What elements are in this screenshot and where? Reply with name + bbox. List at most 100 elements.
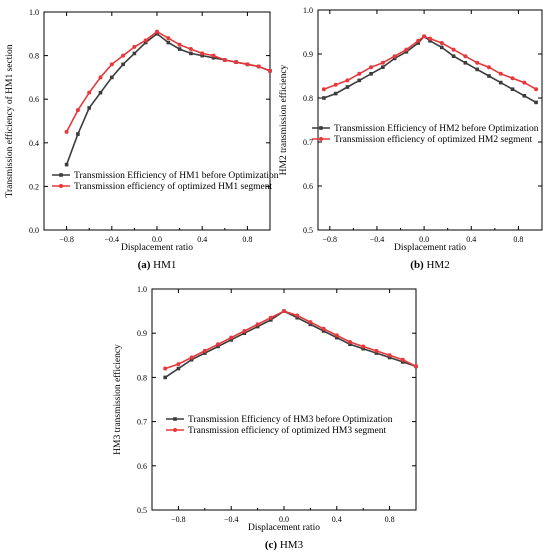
data-point bbox=[64, 129, 69, 134]
y-tick-label: 0.8 bbox=[303, 94, 313, 103]
data-point bbox=[510, 87, 515, 91]
data-point bbox=[121, 53, 126, 58]
data-point bbox=[475, 67, 479, 72]
legend-marker bbox=[319, 137, 323, 141]
x-tick-label: −0.8 bbox=[171, 515, 186, 524]
data-point bbox=[229, 335, 234, 340]
x-tick-label: −0.8 bbox=[323, 235, 338, 244]
legend-marker bbox=[59, 173, 63, 177]
y-tick-label: 0.9 bbox=[137, 329, 147, 338]
data-point bbox=[166, 36, 171, 41]
y-tick-label: 0.8 bbox=[137, 373, 147, 382]
data-point bbox=[98, 75, 103, 80]
caption-text: HM1 bbox=[150, 259, 176, 271]
x-tick-label: 0.4 bbox=[332, 515, 342, 524]
data-point bbox=[200, 51, 205, 56]
data-point bbox=[335, 335, 339, 340]
data-point bbox=[189, 51, 193, 56]
chart-b: −0.8 −0.4 0.0 0.4 0.8 0.5 0.6 0.7 0.8 0.9 1.0 Displ… bbox=[278, 6, 543, 271]
data-point bbox=[414, 364, 418, 369]
data-point bbox=[110, 75, 114, 80]
data-point bbox=[451, 54, 456, 58]
data-point bbox=[282, 309, 286, 314]
data-point bbox=[211, 55, 216, 60]
caption-text: HM2 bbox=[424, 259, 450, 271]
series-line bbox=[164, 310, 417, 379]
caption-text: HM3 bbox=[277, 539, 303, 551]
legend-label: Transmission Efficiency of HM1 before Op… bbox=[74, 170, 279, 181]
data-point bbox=[463, 61, 468, 65]
y-tick-label: 0.9 bbox=[303, 50, 313, 59]
data-point bbox=[357, 71, 362, 76]
data-point bbox=[522, 80, 527, 85]
data-point bbox=[387, 353, 392, 358]
data-point bbox=[374, 351, 379, 355]
x-axis-label: Displacement ratio bbox=[394, 243, 466, 253]
data-point bbox=[245, 62, 250, 67]
legend-marker bbox=[319, 126, 323, 130]
data-point bbox=[76, 132, 80, 136]
data-point bbox=[439, 41, 444, 45]
data-point bbox=[374, 348, 379, 353]
data-point bbox=[109, 62, 114, 67]
series-line bbox=[323, 35, 537, 90]
data-point bbox=[498, 71, 503, 76]
data-point bbox=[357, 78, 362, 83]
data-point bbox=[163, 375, 167, 380]
y-tick-label: 1.0 bbox=[303, 6, 313, 15]
y-axis-label: Transmission efficiency of HM1 section bbox=[4, 44, 15, 197]
legend: Transmission Efficiency of HM1 before Op… bbox=[52, 170, 279, 192]
legend-label: Transmission Efficiency of HM3 before Op… bbox=[188, 414, 393, 425]
series-before-optimization bbox=[64, 32, 272, 167]
x-tick-label: −0.4 bbox=[105, 235, 120, 244]
data-point bbox=[163, 366, 168, 371]
legend-label: Transmission Efficiency of HM2 before Op… bbox=[334, 123, 539, 134]
data-point bbox=[242, 331, 247, 335]
data-point bbox=[177, 42, 182, 47]
data-point bbox=[451, 47, 456, 52]
data-point bbox=[321, 329, 326, 333]
legend: Transmission Efficiency of HM3 before Op… bbox=[166, 414, 393, 436]
caption-letter: (c) bbox=[265, 539, 278, 551]
data-point bbox=[348, 340, 352, 345]
data-point bbox=[416, 41, 421, 45]
x-tick-label: −0.4 bbox=[370, 235, 385, 244]
series-optimized bbox=[163, 309, 418, 371]
data-point bbox=[387, 355, 392, 360]
data-point bbox=[143, 38, 148, 43]
x-tick-label: 0.0 bbox=[279, 515, 289, 524]
y-tick-label: 0.6 bbox=[137, 462, 147, 471]
y-axis-label: HM3 transmission efficiency bbox=[112, 344, 123, 455]
data-point bbox=[322, 96, 326, 100]
series-line bbox=[164, 310, 417, 370]
subfigure-caption: (c) HM3 bbox=[265, 539, 304, 551]
legend-label: Transmission efficiency of optimized HM3… bbox=[188, 425, 387, 436]
y-tick-label: 0.7 bbox=[303, 138, 313, 147]
data-point bbox=[392, 56, 397, 61]
plot-frame bbox=[151, 288, 417, 511]
data-point bbox=[428, 36, 432, 41]
data-point bbox=[268, 315, 273, 320]
subfigure-caption: (a) HM1 bbox=[138, 259, 177, 271]
data-point bbox=[345, 85, 350, 89]
data-point bbox=[203, 351, 207, 355]
data-point bbox=[534, 87, 539, 92]
y-tick-label: 0.7 bbox=[137, 418, 147, 427]
data-point bbox=[188, 47, 193, 52]
y-tick-label: 0.5 bbox=[137, 506, 147, 515]
data-point bbox=[534, 100, 538, 105]
data-point bbox=[369, 72, 373, 76]
legend-marker bbox=[173, 428, 177, 432]
data-point bbox=[498, 80, 503, 85]
x-axis-label: Displacement ratio bbox=[121, 243, 193, 253]
data-point bbox=[202, 348, 207, 353]
plot-frame bbox=[43, 11, 271, 231]
series-before-optimization bbox=[163, 309, 418, 380]
data-point bbox=[348, 342, 352, 347]
data-point bbox=[295, 315, 299, 320]
data-point bbox=[486, 65, 491, 70]
y-axis-label: HM2 transmission efficiency bbox=[278, 64, 289, 175]
data-point bbox=[176, 362, 181, 367]
data-point bbox=[361, 346, 365, 351]
data-point bbox=[269, 318, 273, 322]
